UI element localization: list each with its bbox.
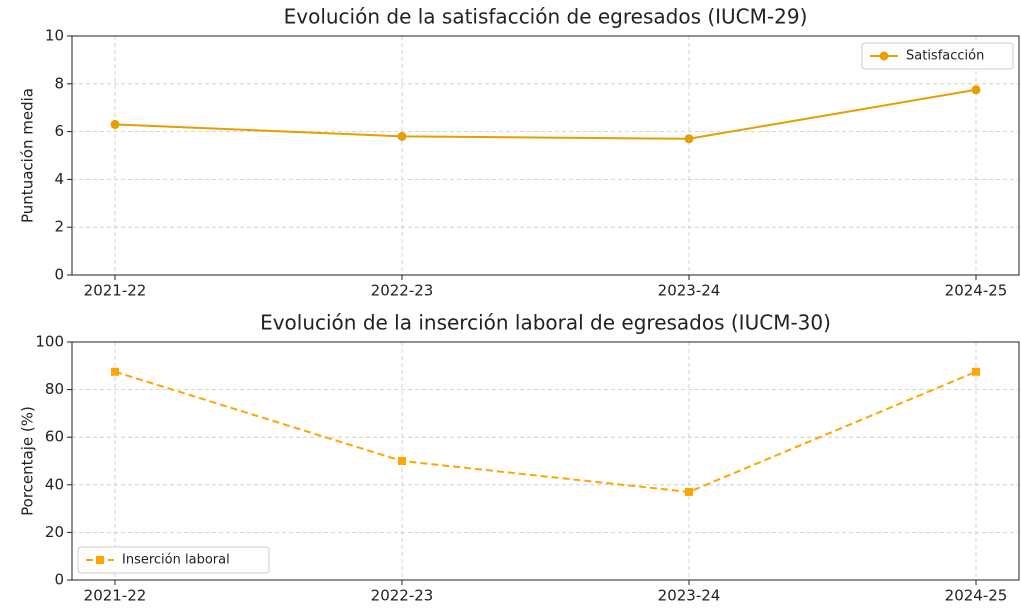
plot-frame (71, 341, 1020, 581)
x-tick-label: 2022-23 (371, 282, 434, 300)
x-tick-label: 2022-23 (371, 587, 434, 605)
x-tick-label: 2023-24 (658, 587, 721, 605)
legend-label: Satisfacción (906, 49, 984, 64)
data-point (972, 367, 980, 376)
data-point (398, 457, 406, 465)
y-tick-label: 40 (45, 475, 64, 493)
y-tick-label: 0 (54, 571, 64, 589)
y-tick-label: 100 (35, 333, 64, 351)
y-tick-label: 60 (45, 428, 64, 446)
series-line (114, 88, 977, 140)
y-tick-label: 80 (45, 380, 64, 398)
x-tick-label: 2024-25 (945, 587, 1008, 605)
data-point (397, 131, 407, 141)
chart: Evolución de la inserción laboral de egr… (19, 311, 1020, 605)
x-tick-label: 2023-24 (658, 282, 721, 300)
chart: Evolución de la satisfacción de egresado… (19, 5, 1020, 300)
chart-title: Evolución de la satisfacción de egresado… (284, 5, 808, 29)
legend-box (77, 546, 270, 574)
y-tick-label: 4 (54, 170, 64, 188)
x-tick-label: 2024-25 (945, 282, 1008, 300)
legend-marker (879, 51, 889, 61)
data-point (971, 85, 981, 95)
y-tick-label: 20 (45, 523, 64, 541)
data-point (111, 367, 119, 376)
data-point (685, 487, 693, 496)
data-point (110, 119, 120, 129)
y-tick-label: 10 (45, 27, 64, 45)
x-tick-label: 2021-22 (84, 587, 147, 605)
legend-label: Inserción laboral (122, 553, 230, 568)
plot-frame (71, 35, 1020, 276)
series-line (114, 370, 977, 493)
y-axis-label: Puntuación media (19, 88, 37, 223)
legend-box (861, 42, 1014, 70)
legend-marker (96, 556, 104, 564)
x-tick-label: 2021-22 (84, 282, 147, 300)
y-tick-label: 6 (54, 122, 64, 140)
chart-title: Evolución de la inserción laboral de egr… (260, 311, 831, 335)
y-tick-label: 8 (54, 74, 64, 92)
y-tick-label: 2 (54, 218, 64, 236)
y-tick-label: 0 (54, 266, 64, 284)
data-point (684, 134, 694, 144)
y-axis-label: Porcentaje (%) (19, 406, 37, 516)
